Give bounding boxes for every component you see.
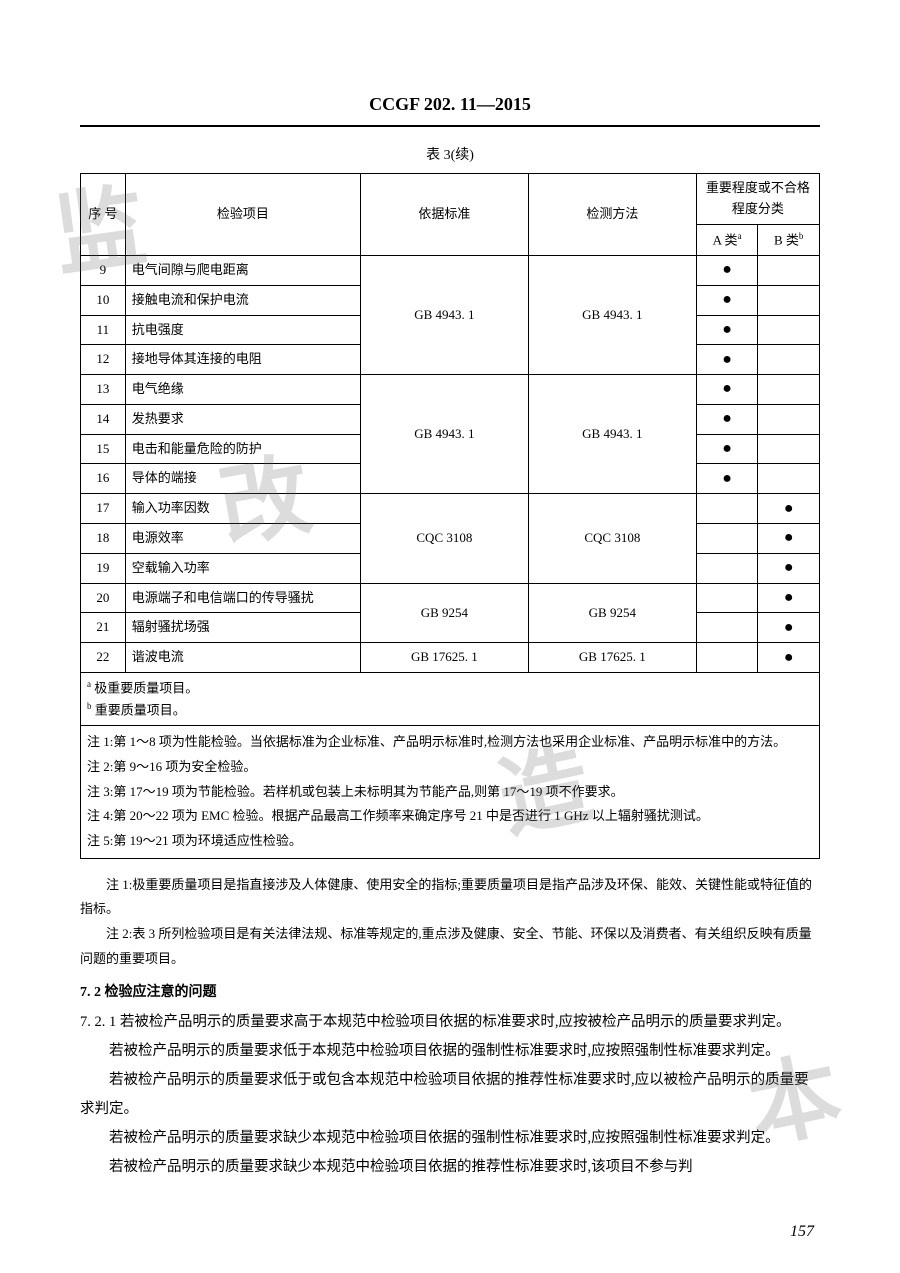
th-standard: 依据标准 — [360, 174, 528, 256]
cell-grade-a: ● — [696, 285, 758, 315]
cell-grade-a: ● — [696, 464, 758, 494]
section-7-2-heading: 7. 2 检验应注意的问题 — [80, 982, 820, 1004]
document-id-header: CCGF 202. 11—2015 — [80, 90, 820, 127]
cell-item: 接地导体其连接的电阻 — [125, 345, 360, 375]
cell-item: 电击和能量危险的防护 — [125, 434, 360, 464]
cell-seq: 17 — [81, 494, 126, 524]
th-grade-b: B 类b — [758, 224, 820, 255]
cell-standard: GB 4943. 1 — [360, 255, 528, 374]
cell-grade-a — [696, 643, 758, 673]
cell-seq: 21 — [81, 613, 126, 643]
table-row: 13电气绝缘GB 4943. 1GB 4943. 1● — [81, 375, 820, 405]
cell-item: 接触电流和保护电流 — [125, 285, 360, 315]
cell-grade-b: ● — [758, 494, 820, 524]
cell-seq: 9 — [81, 255, 126, 285]
cell-method: GB 17625. 1 — [528, 643, 696, 673]
section-7-2-body: 7. 2. 1 若被检产品明示的质量要求高于本规范中检验项目依据的标准要求时,应… — [80, 1008, 820, 1182]
table-row: 9电气间隙与爬电距离GB 4943. 1GB 4943. 1● — [81, 255, 820, 285]
table-caption: 表 3(续) — [80, 145, 820, 167]
cell-grade-b: ● — [758, 613, 820, 643]
table-row: 17输入功率因数CQC 3108CQC 3108● — [81, 494, 820, 524]
cell-grade-b — [758, 375, 820, 405]
cell-grade-b: ● — [758, 524, 820, 554]
cell-seq: 10 — [81, 285, 126, 315]
cell-grade-b: ● — [758, 583, 820, 613]
table-notes-cell: 注 1:第 1～8 项为性能检验。当依据标准为企业标准、产品明示标准时,检测方法… — [81, 726, 820, 858]
post-note-line: 注 2:表 3 所列检验项目是有关法律法规、标准等规定的,重点涉及健康、安全、节… — [80, 922, 820, 971]
cell-item: 发热要求 — [125, 404, 360, 434]
page-number: 157 — [790, 1219, 814, 1245]
cell-grade-a — [696, 553, 758, 583]
cell-seq: 18 — [81, 524, 126, 554]
th-grade-a: A 类a — [696, 224, 758, 255]
cell-grade-b — [758, 345, 820, 375]
cell-method: GB 9254 — [528, 583, 696, 643]
cell-item: 谐波电流 — [125, 643, 360, 673]
cell-item: 空载输入功率 — [125, 553, 360, 583]
cell-method: GB 4943. 1 — [528, 255, 696, 374]
table-note-line: 注 3:第 17～19 项为节能检验。若样机或包装上未标明其为节能产品,则第 1… — [87, 780, 813, 805]
cell-seq: 15 — [81, 434, 126, 464]
table-note-line: 注 1:第 1～8 项为性能检验。当依据标准为企业标准、产品明示标准时,检测方法… — [87, 730, 813, 755]
cell-method: CQC 3108 — [528, 494, 696, 583]
cell-grade-a — [696, 613, 758, 643]
body-paragraph: 若被检产品明示的质量要求低于本规范中检验项目依据的强制性标准要求时,应按照强制性… — [80, 1037, 820, 1066]
cell-grade-a: ● — [696, 404, 758, 434]
cell-item: 输入功率因数 — [125, 494, 360, 524]
cell-item: 电气间隙与爬电距离 — [125, 255, 360, 285]
th-seq: 序 号 — [81, 174, 126, 256]
cell-grade-b — [758, 464, 820, 494]
cell-grade-a — [696, 494, 758, 524]
cell-grade-a — [696, 583, 758, 613]
table-note-line: 注 4:第 20～22 项为 EMC 检验。根据产品最高工作频率来确定序号 21… — [87, 804, 813, 829]
cell-grade-b — [758, 255, 820, 285]
body-paragraph: 若被检产品明示的质量要求缺少本规范中检验项目依据的推荐性标准要求时,该项目不参与… — [80, 1153, 820, 1182]
cell-seq: 19 — [81, 553, 126, 583]
th-item: 检验项目 — [125, 174, 360, 256]
post-table-notes: 注 1:极重要质量项目是指直接涉及人体健康、使用安全的指标;重要质量项目是指产品… — [80, 873, 820, 972]
cell-grade-a: ● — [696, 375, 758, 405]
para-7-2-1: 7. 2. 1 若被检产品明示的质量要求高于本规范中检验项目依据的标准要求时,应… — [80, 1008, 820, 1037]
cell-item: 电气绝缘 — [125, 375, 360, 405]
table-row: 22谐波电流GB 17625. 1GB 17625. 1● — [81, 643, 820, 673]
cell-standard: GB 4943. 1 — [360, 375, 528, 494]
cell-method: GB 4943. 1 — [528, 375, 696, 494]
cell-grade-b — [758, 434, 820, 464]
cell-grade-a: ● — [696, 255, 758, 285]
cell-seq: 11 — [81, 315, 126, 345]
cell-grade-b: ● — [758, 643, 820, 673]
cell-grade-b — [758, 315, 820, 345]
th-grade-group: 重要程度或不合格程度分类 — [696, 174, 819, 225]
cell-grade-b — [758, 285, 820, 315]
cell-seq: 14 — [81, 404, 126, 434]
cell-grade-b: ● — [758, 553, 820, 583]
table-note-line: 注 5:第 19～21 项为环境适应性检验。 — [87, 829, 813, 854]
cell-grade-a — [696, 524, 758, 554]
th-method: 检测方法 — [528, 174, 696, 256]
cell-seq: 20 — [81, 583, 126, 613]
body-paragraph: 若被检产品明示的质量要求缺少本规范中检验项目依据的强制性标准要求时,应按照强制性… — [80, 1124, 820, 1153]
cell-grade-a: ● — [696, 345, 758, 375]
cell-item: 电源效率 — [125, 524, 360, 554]
cell-item: 抗电强度 — [125, 315, 360, 345]
cell-item: 导体的端接 — [125, 464, 360, 494]
cell-seq: 22 — [81, 643, 126, 673]
cell-grade-a: ● — [696, 315, 758, 345]
body-paragraph: 若被检产品明示的质量要求低于或包含本规范中检验项目依据的推荐性标准要求时,应以被… — [80, 1066, 820, 1124]
table-footnotes-cell: a 极重要质量项目。 b 重要质量项目。 — [81, 673, 820, 726]
cell-standard: GB 9254 — [360, 583, 528, 643]
cell-seq: 12 — [81, 345, 126, 375]
post-note-line: 注 1:极重要质量项目是指直接涉及人体健康、使用安全的指标;重要质量项目是指产品… — [80, 873, 820, 922]
table-note-line: 注 2:第 9～16 项为安全检验。 — [87, 755, 813, 780]
cell-standard: CQC 3108 — [360, 494, 528, 583]
cell-item: 电源端子和电信端口的传导骚扰 — [125, 583, 360, 613]
cell-seq: 16 — [81, 464, 126, 494]
cell-item: 辐射骚扰场强 — [125, 613, 360, 643]
inspection-table: 序 号 检验项目 依据标准 检测方法 重要程度或不合格程度分类 A 类a B 类… — [80, 173, 820, 859]
cell-grade-a: ● — [696, 434, 758, 464]
cell-grade-b — [758, 404, 820, 434]
cell-standard: GB 17625. 1 — [360, 643, 528, 673]
cell-seq: 13 — [81, 375, 126, 405]
table-row: 20电源端子和电信端口的传导骚扰GB 9254GB 9254● — [81, 583, 820, 613]
